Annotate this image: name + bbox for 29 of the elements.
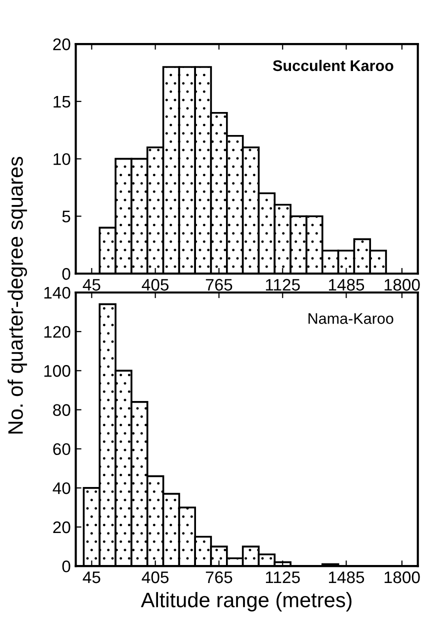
y-tick-label: 15 <box>54 96 70 108</box>
x-axis-title: Altitude range (metres) <box>140 592 352 612</box>
x-tick-label: 405 <box>142 571 169 584</box>
x-tick-label: 45 <box>82 572 100 584</box>
y-tick-label: 0 <box>62 560 70 572</box>
x-tick-label: 45 <box>82 279 100 291</box>
x-tick-label: 1800 <box>384 571 420 584</box>
y-tick-label: 100 <box>44 365 70 377</box>
y-tick-label: 40 <box>52 482 70 494</box>
x-tick-label: 1125 <box>266 571 300 584</box>
x-tick-label: 1485 <box>328 278 364 291</box>
x-tick-label: 1125 <box>266 278 300 291</box>
y-tick-label: 20 <box>53 38 70 50</box>
x-tick-label: 1800 <box>384 278 420 291</box>
x-tick-label: 1485 <box>328 571 364 584</box>
y-tick-label: 0 <box>62 268 70 280</box>
y-tick-label: 60 <box>53 443 70 456</box>
annotation: Nama-Karoo <box>308 313 394 324</box>
y-tick-label: 10 <box>54 153 70 166</box>
x-tick-label: 765 <box>206 278 232 291</box>
y-tick-label: 140 <box>44 286 70 299</box>
y-tick-label: 20 <box>53 521 70 534</box>
annotation: Succulent Karoo <box>272 60 394 72</box>
x-tick-label: 405 <box>142 278 169 291</box>
y-tick-label: 120 <box>44 326 70 338</box>
y-tick-label: 5 <box>62 210 70 222</box>
x-tick-label: 765 <box>206 571 232 584</box>
y-tick-label: 80 <box>53 404 70 416</box>
y-axis-title: No. of quarter-degree squares <box>8 156 28 434</box>
